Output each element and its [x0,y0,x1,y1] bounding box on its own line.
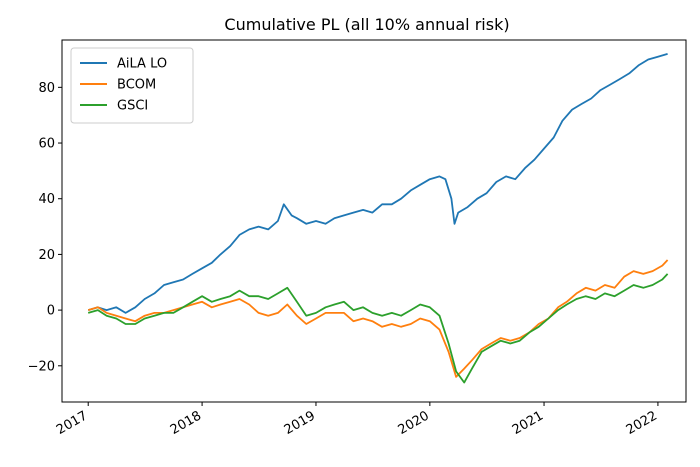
legend-label: BCOM [117,78,156,93]
series-line-aila-lo [87,53,668,314]
y-tick-label: 40 [38,192,55,207]
y-tick-label: 0 [47,304,55,319]
legend-label: AiLA LO [117,57,167,72]
series-line-gsci [87,273,669,384]
chart-title: Cumulative PL (all 10% annual risk) [224,15,509,34]
axes-frame [61,39,687,403]
y-tick-label: 60 [38,137,55,152]
y-tick-label: 20 [38,248,55,263]
y-tick-label: 80 [38,81,55,96]
y-tick-label: −20 [28,359,55,374]
legend-label: GSCI [117,99,148,114]
